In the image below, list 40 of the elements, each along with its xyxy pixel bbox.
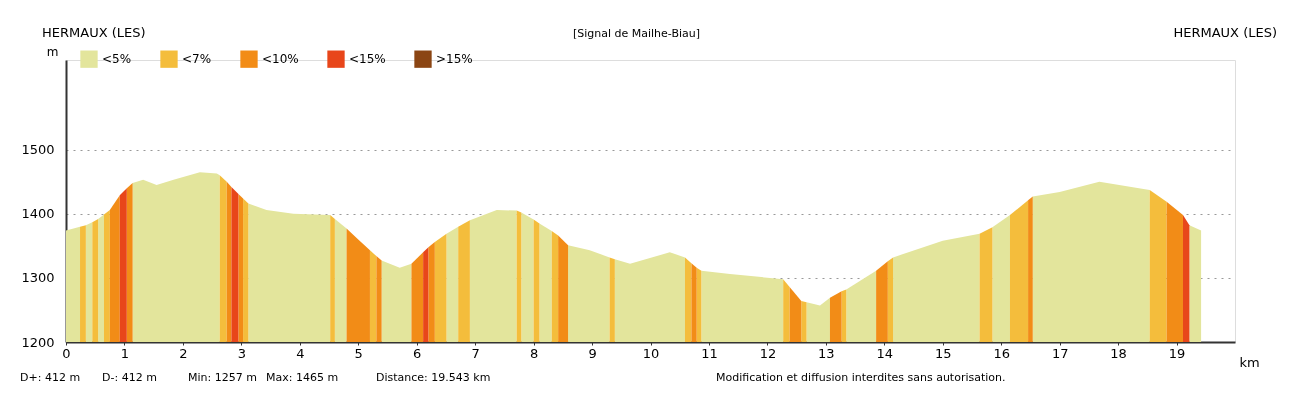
x-tick-label: 12 [759,345,777,361]
text: D-: 412 m [102,371,157,384]
legend-label: >15% [436,52,473,67]
text: HERMAUX (LES) [1173,25,1277,40]
text: Max: 1465 m [266,371,339,384]
legend-label: <7% [182,52,212,67]
y-tick-label: 1500 [21,142,55,158]
x-tick-label: 4 [296,345,305,361]
x-tick-label: 8 [529,345,539,361]
x-tick-label: 10 [642,345,660,361]
y-tick-label: 1200 [21,334,55,350]
x-tick-label: 3 [237,345,246,361]
text: Modification et diffusion interdites sans autorisation. [716,371,1006,384]
text: D+: 412 m [20,371,81,384]
text: HERMAUX (LES) [42,25,146,40]
x-tick-label: 1 [120,345,130,361]
text: Min: 1257 m [188,371,257,384]
x-tick-label: 15 [934,345,952,361]
x-tick-label: 17 [1051,345,1069,361]
x-tick-label: 13 [818,345,835,361]
x-tick-label: 16 [993,345,1010,361]
legend-label: <15% [349,52,386,67]
legend-label: <5% [102,52,132,67]
x-tick-label: 11 [701,345,718,361]
x-tick-label: 7 [471,345,480,361]
chart-title: [Signal de Mailhe-Biau] [572,27,701,40]
x-axis-title: km [1239,354,1260,370]
y-tick-label: 1300 [21,270,55,286]
x-tick-label: 14 [876,345,894,361]
text: Distance: 19.543 km [376,371,491,384]
x-tick-label: 5 [354,345,363,361]
legend-label: <10% [262,52,299,67]
x-tick-label: 19 [1168,345,1186,361]
x-tick-label: 18 [1110,345,1127,361]
x-tick-label: 9 [588,345,597,361]
x-tick-label: 6 [413,345,422,361]
x-tick-label: 0 [62,345,71,361]
y-tick-label: 1400 [21,206,55,222]
y-axis-title: m [46,44,59,59]
x-tick-label: 2 [179,345,188,361]
